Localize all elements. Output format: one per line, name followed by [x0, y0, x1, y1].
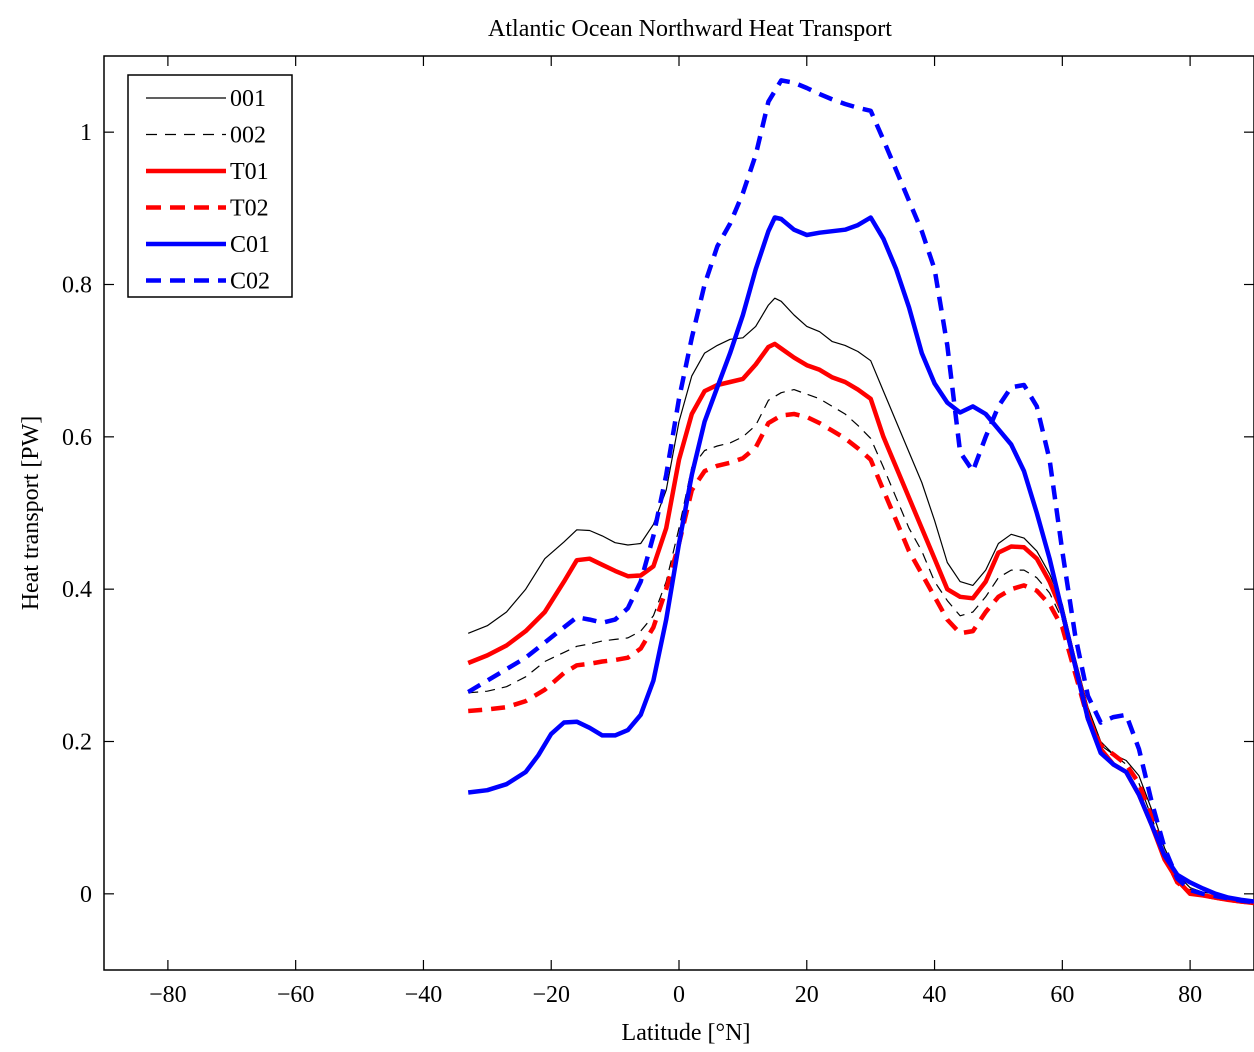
series-line-c01 — [467, 215, 1254, 904]
series-line-c02 — [467, 78, 1254, 905]
legend-box — [127, 74, 293, 298]
x-tick-label: 60 — [1050, 982, 1074, 1008]
y-tick-label: 1 — [80, 120, 92, 146]
chart-title: Atlantic Ocean Northward Heat Transport — [488, 16, 892, 42]
series-line-002 — [468, 389, 1254, 904]
y-tick-label: 0.6 — [62, 425, 92, 451]
series-layer — [467, 78, 1254, 906]
y-tick-label: 0.8 — [62, 273, 92, 299]
plot-area: −80 −60 −40 −20 0 20 40 60 80 0 0.2 0.4 0.6 0.8 1 — [62, 55, 1254, 1008]
legend-label: T01 — [230, 159, 269, 185]
x-tick-label: 0 — [673, 982, 685, 1008]
y-tick-label: 0.4 — [62, 577, 92, 603]
series-line-001 — [467, 297, 1254, 903]
series-line-t02 — [468, 411, 1254, 906]
x-tick-label: 40 — [923, 982, 947, 1008]
x-tick-label: −60 — [277, 982, 315, 1008]
legend-label: C01 — [230, 232, 270, 258]
x-axis-label: Latitude [°N] — [622, 1020, 751, 1046]
series-line-t01 — [467, 341, 1254, 906]
legend-label: C02 — [230, 269, 270, 295]
legend-label: 002 — [230, 123, 266, 149]
legend-label: T02 — [230, 196, 269, 222]
x-tick-label: 80 — [1178, 982, 1202, 1008]
x-tick-label: −40 — [405, 982, 443, 1008]
y-tick-label: 0 — [80, 882, 92, 908]
y-axis-ticks: 0 0.2 0.4 0.6 0.8 1 — [62, 120, 1254, 908]
x-tick-label: −20 — [532, 982, 570, 1008]
legend: 001 002 T01 T02 C01 C02 — [127, 74, 293, 298]
x-tick-label: 20 — [795, 982, 819, 1008]
y-tick-label: 0.2 — [62, 730, 92, 756]
legend-items: 001 002 T01 T02 C01 C02 — [146, 86, 270, 295]
legend-label: 001 — [230, 86, 266, 112]
y-axis-label: Heat transport [PW] — [18, 416, 44, 611]
x-axis-ticks: −80 −60 −40 −20 0 20 40 60 80 — [149, 56, 1202, 1008]
x-tick-label: −80 — [149, 982, 187, 1008]
